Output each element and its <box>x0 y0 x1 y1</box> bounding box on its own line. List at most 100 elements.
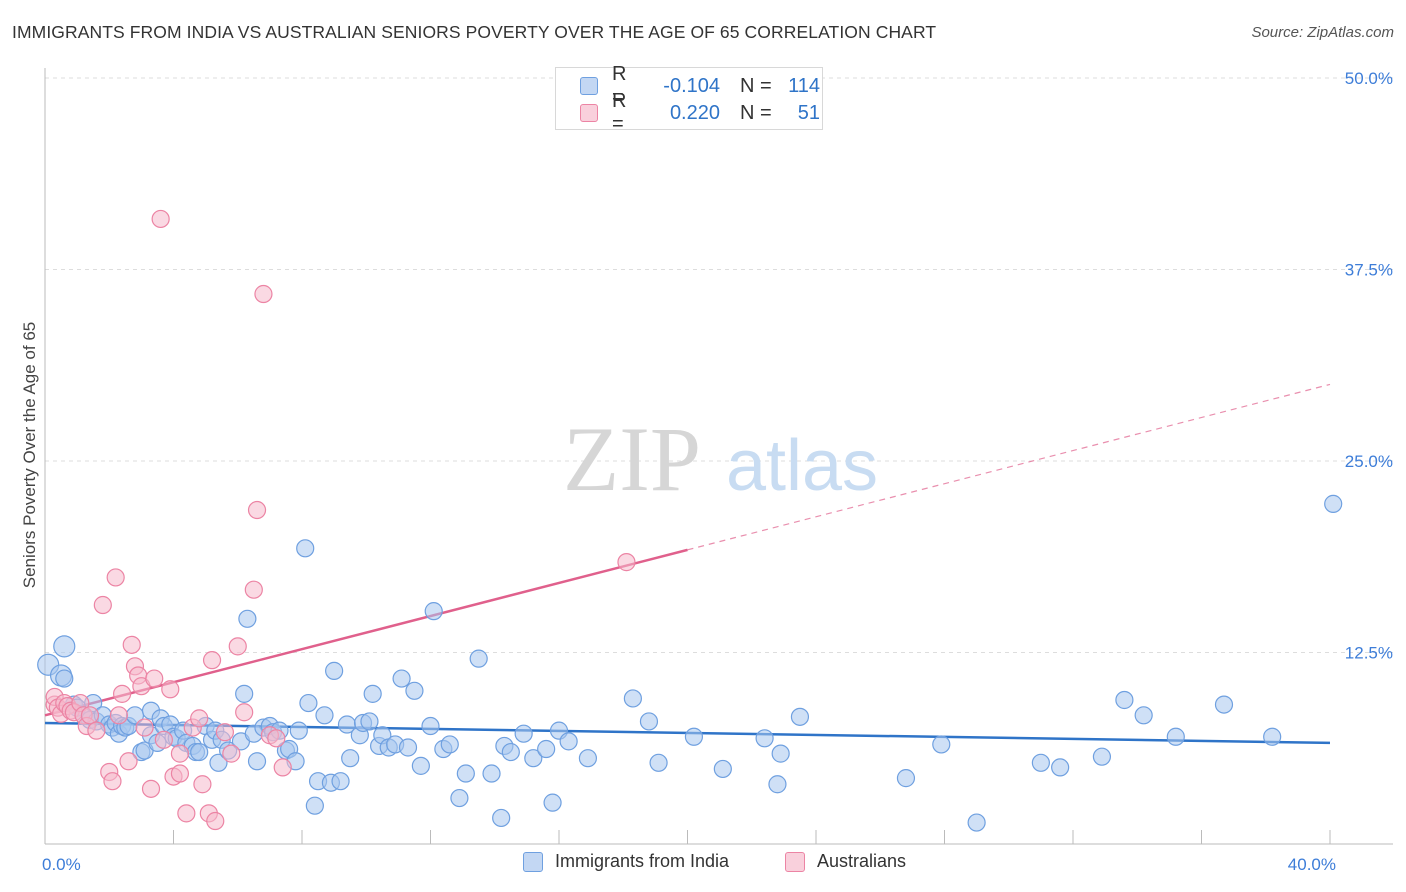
point-australians <box>170 744 190 763</box>
point-india <box>405 681 424 700</box>
series-legend: Immigrants from India Australians <box>0 851 1406 879</box>
point-india <box>684 727 704 746</box>
point-australians <box>206 811 225 831</box>
n-label: N = <box>740 74 772 97</box>
point-australians <box>122 635 141 654</box>
data-points <box>37 209 1343 832</box>
point-australians <box>228 637 247 656</box>
point-australians <box>177 804 196 823</box>
point-india <box>363 684 382 703</box>
point-australians <box>215 723 234 742</box>
point-australians <box>267 729 286 748</box>
point-australians <box>109 706 128 725</box>
point-india <box>469 649 488 668</box>
legend-row-india: R = -0.104 N = 114 <box>580 63 820 108</box>
point-india <box>450 788 469 808</box>
point-india <box>482 764 501 783</box>
point-india <box>514 724 533 743</box>
point-australians <box>93 595 112 615</box>
point-india <box>190 742 209 762</box>
point-india <box>524 749 543 768</box>
point-australians <box>190 709 209 728</box>
r-label: R = <box>612 90 627 135</box>
point-india <box>421 716 440 736</box>
n-label: N = <box>740 101 772 124</box>
point-india <box>623 689 642 708</box>
y-tick-label: 37.5% <box>1345 261 1393 280</box>
legend-label: Immigrants from India <box>555 851 730 871</box>
legend-swatch-pink <box>580 104 598 122</box>
point-india <box>639 712 659 731</box>
gridlines <box>45 77 1393 653</box>
point-india <box>325 661 344 680</box>
watermark-atlas: atlas <box>726 426 878 506</box>
r-label: R = <box>612 63 627 108</box>
point-india <box>398 738 418 757</box>
legend-item-australians[interactable]: Australians <box>785 851 906 872</box>
point-india <box>424 602 443 621</box>
point-australians <box>193 775 212 794</box>
point-australians <box>145 669 164 688</box>
point-india <box>559 732 578 751</box>
point-australians <box>273 758 292 777</box>
point-australians <box>87 721 106 740</box>
trend-line-solid <box>44 548 688 717</box>
point-india <box>456 764 475 783</box>
y-tick-label: 25.0% <box>1345 452 1393 471</box>
point-australians <box>161 680 180 699</box>
point-india <box>392 669 411 688</box>
point-india <box>755 729 774 748</box>
point-australians <box>247 500 267 520</box>
point-australians <box>135 718 154 737</box>
point-australians <box>119 752 138 771</box>
point-india <box>768 775 787 794</box>
point-australians <box>170 764 190 783</box>
point-india <box>299 693 318 713</box>
point-australians <box>151 209 170 229</box>
point-india <box>315 706 334 725</box>
point-australians <box>254 284 273 304</box>
watermark-zip: ZIP <box>563 408 701 510</box>
point-australians <box>244 580 263 599</box>
source-label: Source: ZipAtlas.com <box>1251 24 1394 41</box>
point-india <box>440 735 459 754</box>
point-australians <box>222 744 241 763</box>
point-australians <box>617 553 636 572</box>
tick-labels: 12.5% 25.0% 37.5% 50.0% 0.0% 40.0% <box>42 69 1393 874</box>
point-australians <box>106 568 125 587</box>
y-tick-label: 12.5% <box>1345 644 1393 663</box>
point-india <box>341 749 360 768</box>
point-india <box>289 721 308 740</box>
legend-item-india[interactable]: Immigrants from India <box>523 851 729 872</box>
point-india <box>1031 753 1050 772</box>
legend-swatch-blue <box>580 77 598 95</box>
point-india <box>209 753 228 772</box>
point-india <box>1092 747 1112 766</box>
point-india <box>1115 690 1134 710</box>
point-india <box>649 753 668 772</box>
r-value: 0.220 <box>669 101 720 124</box>
point-australians <box>202 651 222 670</box>
legend-label: Australians <box>817 851 907 871</box>
point-india <box>543 793 562 812</box>
chart-title: IMMIGRANTS FROM INDIA VS AUSTRALIAN SENI… <box>12 22 937 42</box>
point-australians <box>80 706 100 725</box>
point-india <box>790 707 810 726</box>
point-india <box>537 739 556 759</box>
y-tick-label: 50.0% <box>1345 69 1393 88</box>
point-india <box>360 712 379 731</box>
trend-line-dashed <box>687 383 1331 551</box>
legend-swatch-pink <box>785 851 805 872</box>
point-india <box>235 684 254 703</box>
point-india <box>896 769 916 788</box>
point-india <box>1324 494 1343 513</box>
point-australians <box>103 772 122 791</box>
point-india <box>1166 727 1185 746</box>
point-australians <box>154 730 173 749</box>
point-india <box>305 796 324 815</box>
point-india <box>967 813 986 832</box>
point-india <box>55 669 74 688</box>
point-india <box>492 808 511 828</box>
point-australians <box>141 779 161 798</box>
